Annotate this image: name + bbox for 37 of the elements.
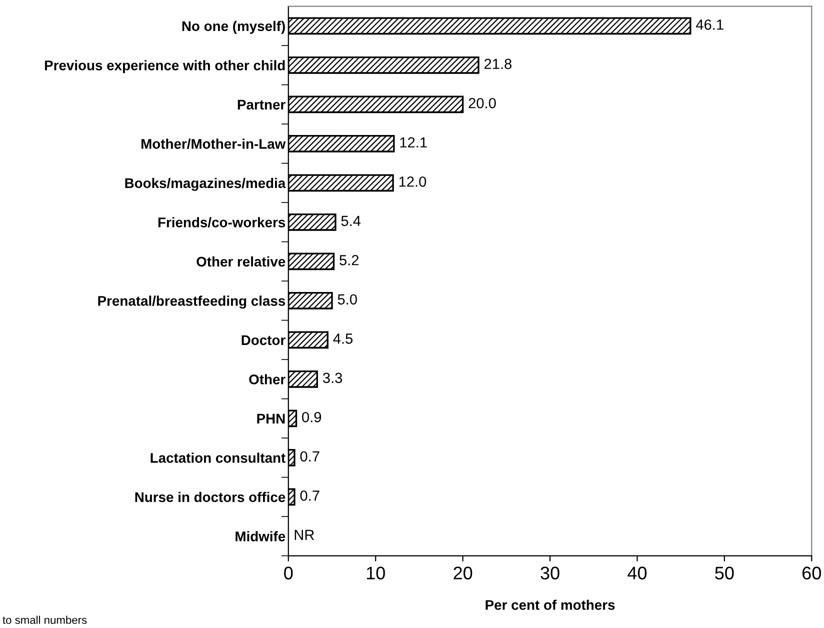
data-label: 4.5 — [333, 334, 353, 344]
x-axis-title: Per cent of mothers — [486, 600, 615, 610]
y-tick-label: Books/magazines/media — [125, 178, 286, 191]
y-tick-label: PHN — [257, 414, 285, 424]
text: to small numbers — [2, 616, 87, 624]
data-label: 5.2 — [340, 254, 359, 266]
data-label: 12.0 — [399, 176, 426, 187]
x-tick-label: 30 — [540, 566, 560, 580]
y-tick-label: Prenatal/breastfeeding class — [98, 296, 286, 309]
y-tick-label: Previous experience with other child — [44, 60, 285, 74]
data-label: 12.1 — [400, 137, 427, 148]
x-tick-label: 10 — [366, 566, 385, 580]
y-tick-label: Other relative — [196, 256, 286, 267]
data-label: 5.4 — [341, 216, 361, 226]
y-tick-label: No one (myself) — [182, 20, 285, 34]
y-tick-label: Nurse in doctors office — [135, 492, 286, 502]
data-label: 0.7 — [300, 451, 320, 462]
x-tick-label: 50 — [715, 566, 734, 580]
data-label: 0.7 — [300, 490, 320, 501]
data-label: 3.3 — [322, 372, 342, 384]
x-tick-label: 40 — [628, 566, 647, 580]
data-label: 20.0 — [468, 98, 496, 108]
y-tick-label: Lactation consultant — [150, 452, 286, 463]
y-tick-label: Other — [249, 374, 286, 384]
y-tick-label: Midwife — [236, 531, 286, 542]
y-tick-label: Partner — [238, 100, 286, 110]
y-tick-label: Mother/Mother-in-Law — [142, 138, 286, 149]
data-label: 21.8 — [484, 58, 512, 70]
data-label: 0.9 — [302, 412, 322, 422]
y-tick-label: Doctor — [242, 335, 286, 346]
data-label: 46.1 — [696, 19, 724, 30]
data-label: 5.0 — [338, 294, 357, 305]
x-tick-label: 20 — [454, 566, 472, 580]
x-tick-label: 0 — [284, 566, 293, 580]
x-tick-label: 60 — [802, 566, 821, 580]
y-tick-label: Friends/co-workers — [158, 217, 286, 228]
text: NR — [294, 530, 314, 540]
